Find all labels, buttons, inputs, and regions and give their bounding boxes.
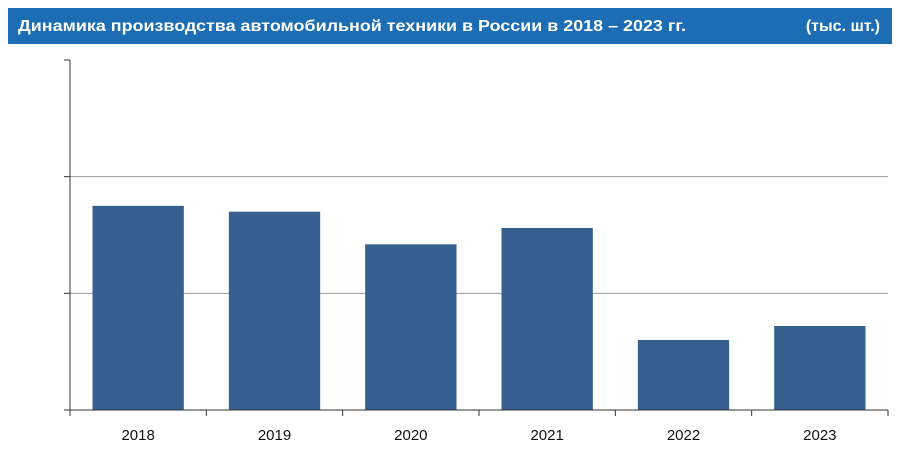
bar: [774, 326, 866, 410]
bar: [228, 211, 321, 410]
x-tick-label: 2018: [121, 427, 154, 444]
x-tick-label: 2023: [803, 427, 836, 444]
x-tick-label: 2020: [394, 427, 427, 444]
bar: [92, 205, 184, 410]
x-tick-label: 2021: [530, 427, 563, 444]
chart-title: Динамика производства автомобильной техн…: [18, 18, 686, 35]
title-bar: [8, 8, 892, 44]
x-tick-label: 2022: [667, 427, 700, 444]
bar: [365, 244, 457, 410]
x-tick-label: 2019: [258, 427, 291, 444]
bar: [637, 340, 730, 410]
unit-label: (тыс. шт.): [806, 18, 880, 35]
bar: [501, 228, 593, 410]
